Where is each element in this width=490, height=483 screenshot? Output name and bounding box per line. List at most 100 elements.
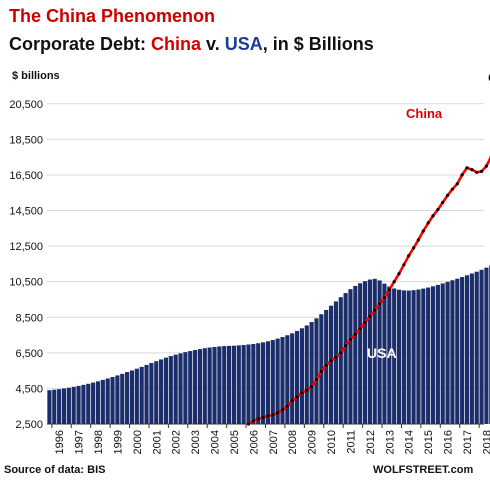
usa-bar — [251, 343, 256, 424]
china-point — [480, 169, 484, 173]
usa-bar — [294, 330, 300, 424]
usa-bar — [115, 375, 120, 424]
usa-bar — [484, 267, 489, 424]
usa-bar — [125, 372, 130, 424]
china-point — [300, 391, 304, 395]
china-point — [314, 377, 319, 382]
china-point — [421, 229, 425, 233]
usa-bar — [275, 338, 280, 424]
usa-bar — [445, 281, 450, 424]
usa-bar — [416, 289, 421, 424]
usa-bar — [460, 277, 465, 424]
usa-series-label: USA — [367, 345, 397, 361]
usa-bar — [236, 345, 241, 424]
usa-bar — [343, 293, 348, 424]
usa-bar — [57, 389, 62, 424]
usa-bar — [246, 344, 251, 424]
china-point — [353, 332, 357, 336]
china-point — [358, 327, 362, 331]
y-tick-label: 12,500 — [9, 241, 43, 253]
usa-bar — [260, 342, 266, 424]
usa-bar — [290, 333, 295, 424]
usa-bar — [222, 346, 227, 424]
x-tick-label: 2010 — [326, 430, 338, 454]
chart-title: The China Phenomenon — [9, 6, 216, 26]
usa-bar — [197, 349, 203, 424]
china-point — [256, 417, 260, 421]
china-point — [363, 321, 367, 325]
china-point — [344, 344, 348, 348]
usa-bar — [304, 325, 309, 424]
y-axis-units-label: $ billions — [12, 70, 60, 82]
usa-bar — [120, 373, 125, 424]
x-tick-label: 2012 — [365, 430, 377, 454]
source-note: Source of data: BIS — [4, 464, 106, 476]
x-tick-label: 2007 — [268, 430, 280, 454]
peak-annotation: Q1 2018 — [488, 70, 490, 85]
usa-bar — [280, 337, 285, 424]
brand-credit: WOLFSTREET.com — [373, 464, 474, 476]
usa-bar — [105, 378, 110, 424]
china-point — [280, 408, 285, 412]
usa-bar — [319, 314, 324, 424]
usa-bar — [173, 354, 178, 424]
usa-bar — [270, 340, 275, 424]
x-tick-label: 2003 — [190, 430, 202, 454]
usa-bar — [285, 335, 290, 424]
china-point — [446, 193, 450, 197]
china-point — [334, 355, 338, 359]
china-point — [276, 411, 280, 415]
china-point — [412, 246, 416, 250]
usa-bar — [328, 305, 334, 424]
y-tick-label: 6,500 — [15, 348, 43, 360]
china-point — [465, 166, 469, 170]
x-tick-label: 2002 — [171, 430, 183, 454]
x-tick-label: 2005 — [229, 430, 241, 454]
usa-bar — [314, 318, 319, 424]
y-tick-label: 10,500 — [9, 277, 43, 289]
china-point — [251, 419, 255, 423]
usa-bar — [81, 384, 86, 424]
china-point — [436, 208, 440, 212]
china-series-label: China — [406, 106, 443, 121]
china-point — [441, 200, 445, 205]
usa-bar — [392, 288, 397, 424]
usa-bar — [401, 290, 406, 424]
x-tick-label: 2001 — [151, 430, 163, 454]
usa-bar — [193, 349, 198, 424]
china-point — [324, 363, 328, 367]
usa-bar — [71, 386, 76, 424]
usa-bar — [299, 328, 304, 424]
usa-bar — [91, 382, 96, 424]
y-tick-label: 8,500 — [15, 312, 43, 324]
x-tick-label: 2015 — [423, 430, 435, 454]
x-tick-label: 2009 — [307, 430, 319, 454]
china-point — [460, 173, 464, 177]
usa-bar — [144, 364, 149, 424]
usa-bar — [110, 377, 115, 424]
usa-bar — [309, 322, 314, 424]
china-point — [387, 288, 391, 292]
usa-bar — [129, 370, 135, 424]
usa-bar — [202, 348, 207, 424]
china-point — [378, 302, 382, 306]
china-point — [368, 314, 372, 318]
china-point — [470, 168, 474, 172]
usa-bar — [358, 283, 363, 424]
y-tick-label: 20,500 — [9, 99, 43, 111]
china-point — [397, 272, 401, 276]
usa-bar — [455, 278, 460, 424]
x-tick-label: 1999 — [112, 430, 124, 454]
usa-bar — [154, 361, 159, 424]
usa-bar — [149, 362, 154, 424]
usa-bar — [450, 280, 455, 424]
usa-bar — [188, 351, 193, 424]
x-tick-label: 2018 — [481, 430, 490, 454]
china-point — [305, 388, 309, 392]
x-tick-label: 2016 — [443, 430, 455, 454]
usa-bar — [362, 281, 368, 424]
usa-bar — [100, 379, 105, 424]
usa-bar — [406, 290, 411, 424]
usa-bar — [333, 301, 338, 424]
subtitle-china: China — [151, 34, 202, 54]
